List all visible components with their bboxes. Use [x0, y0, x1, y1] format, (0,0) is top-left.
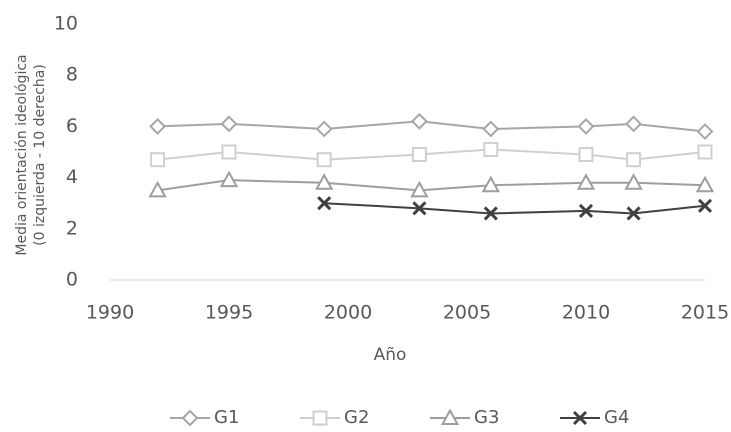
series-line — [157, 148, 706, 161]
series-line — [157, 120, 706, 133]
series-line — [324, 202, 706, 215]
data-point — [220, 115, 238, 133]
data-point — [482, 120, 500, 138]
data-point — [697, 198, 713, 213]
y-axis-label-line: Media orientación ideológica — [14, 54, 30, 255]
x-tick-label: 1990 — [86, 302, 134, 324]
data-point — [695, 175, 715, 193]
data-point — [149, 117, 167, 135]
legend-label: G1 — [214, 407, 239, 428]
legend-label: G3 — [474, 407, 499, 428]
y-axis-label-line: (0 izquierda - 10 derecha) — [32, 64, 48, 246]
data-point — [577, 117, 595, 135]
x-tick-label: 2015 — [681, 302, 729, 324]
data-point — [219, 170, 239, 188]
data-point — [624, 173, 643, 190]
data-point — [626, 206, 641, 221]
y-tick-label: 8 — [66, 64, 78, 86]
legend-marker — [572, 410, 588, 426]
data-point — [412, 201, 427, 216]
data-point — [315, 173, 334, 190]
data-point — [317, 196, 332, 211]
data-point — [626, 152, 642, 168]
data-point — [576, 173, 596, 190]
legend-label: G2 — [344, 407, 369, 428]
data-point — [410, 112, 428, 130]
data-point — [483, 206, 498, 221]
y-tick-label: 4 — [66, 166, 78, 188]
data-point — [411, 147, 427, 163]
data-point — [221, 144, 237, 160]
data-point — [315, 120, 333, 138]
data-point — [578, 147, 594, 163]
data-point — [483, 141, 499, 157]
x-tick-label: 1995 — [205, 302, 253, 324]
legend-marker — [440, 408, 460, 425]
data-point — [410, 180, 429, 198]
legend-marker — [181, 409, 199, 427]
x-tick-label: 2005 — [443, 302, 491, 324]
data-point — [697, 144, 713, 160]
x-tick-label: 2010 — [562, 302, 610, 324]
series-line — [157, 179, 706, 192]
data-point — [625, 115, 643, 133]
data-point — [150, 152, 166, 168]
y-tick-label: 2 — [66, 217, 78, 239]
data-point — [316, 152, 332, 168]
y-tick-label: 6 — [66, 115, 78, 137]
x-tick-label: 2000 — [324, 302, 372, 324]
legend-label: G4 — [604, 407, 629, 428]
data-point — [578, 203, 594, 218]
data-point — [148, 180, 167, 198]
data-point — [696, 123, 714, 140]
y-tick-label: 0 — [66, 269, 78, 291]
y-tick-label: 10 — [54, 13, 78, 35]
x-axis-label: Año — [374, 345, 407, 365]
data-point — [481, 175, 500, 193]
legend-marker — [312, 410, 328, 426]
y-axis-label: Media orientación ideológica (0 izquierd… — [14, 54, 48, 255]
